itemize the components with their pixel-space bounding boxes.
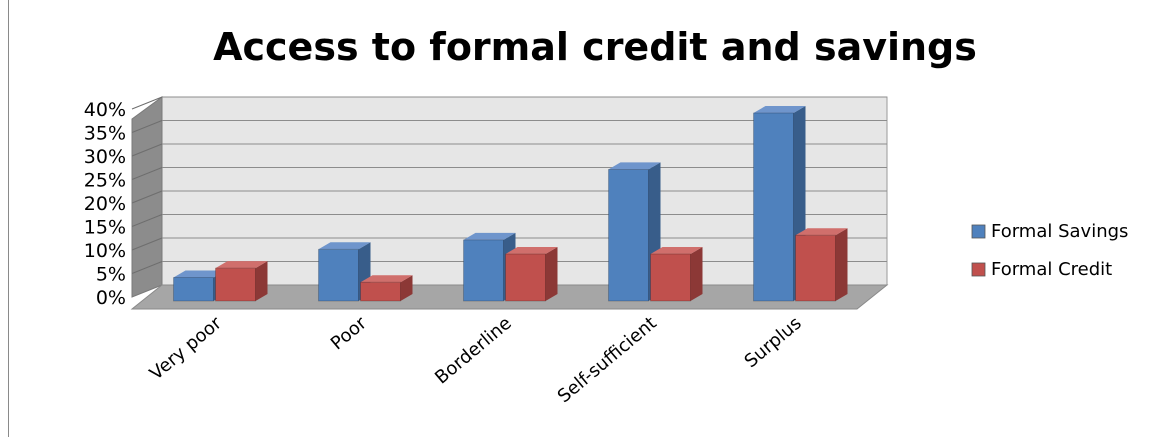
side-gridline: [131, 261, 163, 274]
bar-side: [835, 228, 848, 301]
bar-side: [400, 275, 413, 301]
bar-top: [608, 162, 661, 170]
side-gridline: [131, 143, 163, 157]
bar-front: [608, 168, 649, 302]
y-tick-label: 20%: [84, 193, 126, 215]
side-gridline: [131, 120, 163, 133]
x-tick-label: Self-sufficient: [554, 313, 661, 407]
bar: [215, 261, 268, 302]
bar-top: [360, 275, 413, 283]
bar: [795, 228, 848, 302]
x-tick-label: Very poor: [146, 312, 226, 384]
x-tick-label: Borderline: [431, 313, 516, 389]
chart-frame: Access to formal credit and savings 0% 5%…: [8, 0, 1172, 437]
bar: [505, 247, 558, 302]
legend: Formal Savings Formal Credit: [971, 221, 1128, 280]
legend-item: Formal Savings: [971, 221, 1128, 242]
bar-front: [505, 253, 546, 302]
y-tick-label: 25%: [84, 170, 126, 192]
legend-swatch: [971, 224, 986, 239]
y-tick-label: 5%: [96, 264, 126, 286]
side-gridline: [131, 167, 163, 180]
bar-side: [255, 261, 268, 301]
bar-top: [650, 247, 703, 254]
y-tick-label: 0%: [96, 287, 126, 309]
bar-front: [795, 234, 836, 302]
bar-top: [463, 232, 516, 240]
bar: [650, 247, 703, 302]
bar-front: [318, 248, 359, 302]
legend-label: Formal Credit: [991, 259, 1112, 280]
bar-front: [753, 112, 794, 302]
bar-top: [318, 242, 371, 250]
side-gridline: [131, 214, 163, 227]
y-tick-label: 35%: [84, 123, 126, 145]
bar-front: [215, 267, 256, 302]
side-gridline: [131, 237, 163, 251]
legend-swatch: [971, 262, 986, 277]
side-gridline: [131, 96, 163, 110]
bar-front: [463, 239, 504, 302]
y-tick-label: 10%: [84, 240, 126, 262]
legend-label: Formal Savings: [991, 221, 1128, 242]
x-tick-label: Surplus: [741, 313, 806, 372]
bar-front: [650, 253, 691, 302]
bar-top: [173, 270, 226, 278]
x-tick-label: Poor: [327, 312, 371, 354]
bar-top: [753, 106, 806, 113]
bar-top: [215, 261, 268, 269]
bar-top: [795, 228, 848, 236]
bar-front: [360, 281, 401, 302]
y-tick-label: 15%: [84, 217, 126, 239]
legend-item: Formal Credit: [971, 259, 1112, 280]
side-gridline: [131, 190, 163, 204]
bar-side: [690, 247, 703, 301]
chart-title: Access to formal credit and savings: [213, 25, 977, 69]
bar-side: [545, 247, 558, 301]
bar-front: [173, 277, 214, 302]
y-tick-label: 30%: [84, 146, 126, 168]
bar-top: [505, 247, 558, 254]
bar: [360, 275, 413, 302]
y-tick-label: 40%: [84, 99, 126, 121]
chart-canvas: Access to formal credit and savings 0%5%…: [84, 25, 1129, 407]
